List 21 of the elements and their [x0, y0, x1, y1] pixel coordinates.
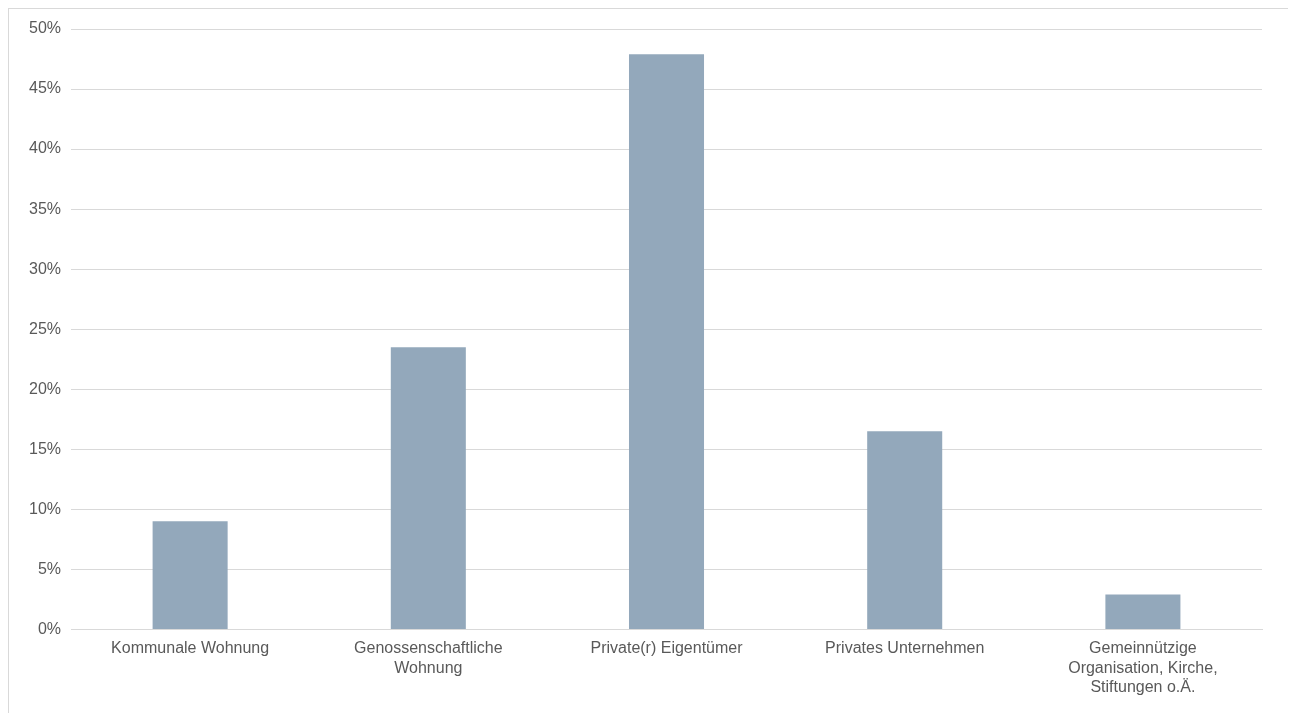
- bar: [629, 54, 705, 629]
- x-tick-label: Kommunale Wohnung: [111, 639, 270, 657]
- y-tick-label: 20%: [28, 379, 62, 397]
- x-tick-label: Genossenschaftliche Wohnung: [354, 639, 503, 676]
- y-tick-label: 35%: [28, 199, 62, 217]
- x-tick-label: Gemeinnützige Organisation, Kirche, Stiftungen o.Ä.: [1068, 639, 1218, 695]
- y-tick-label: 45%: [28, 79, 62, 97]
- y-tick-label: 30%: [28, 259, 62, 277]
- x-tick-label: Privates Unternehmen: [825, 639, 985, 657]
- bar: [867, 431, 943, 629]
- x-tick-label: Private(r) Eigentümer: [590, 639, 744, 657]
- y-tick-label: 10%: [28, 499, 62, 517]
- y-tick-label: 5%: [37, 559, 62, 577]
- y-tick-label: 50%: [28, 19, 62, 37]
- bar: [152, 521, 228, 629]
- bar: [1105, 594, 1181, 629]
- y-tick-label: 25%: [28, 319, 62, 337]
- y-tick-label: 15%: [28, 439, 62, 457]
- y-tick-label: 40%: [28, 139, 62, 157]
- y-tick-label: 0%: [37, 619, 62, 637]
- bar: [390, 347, 466, 629]
